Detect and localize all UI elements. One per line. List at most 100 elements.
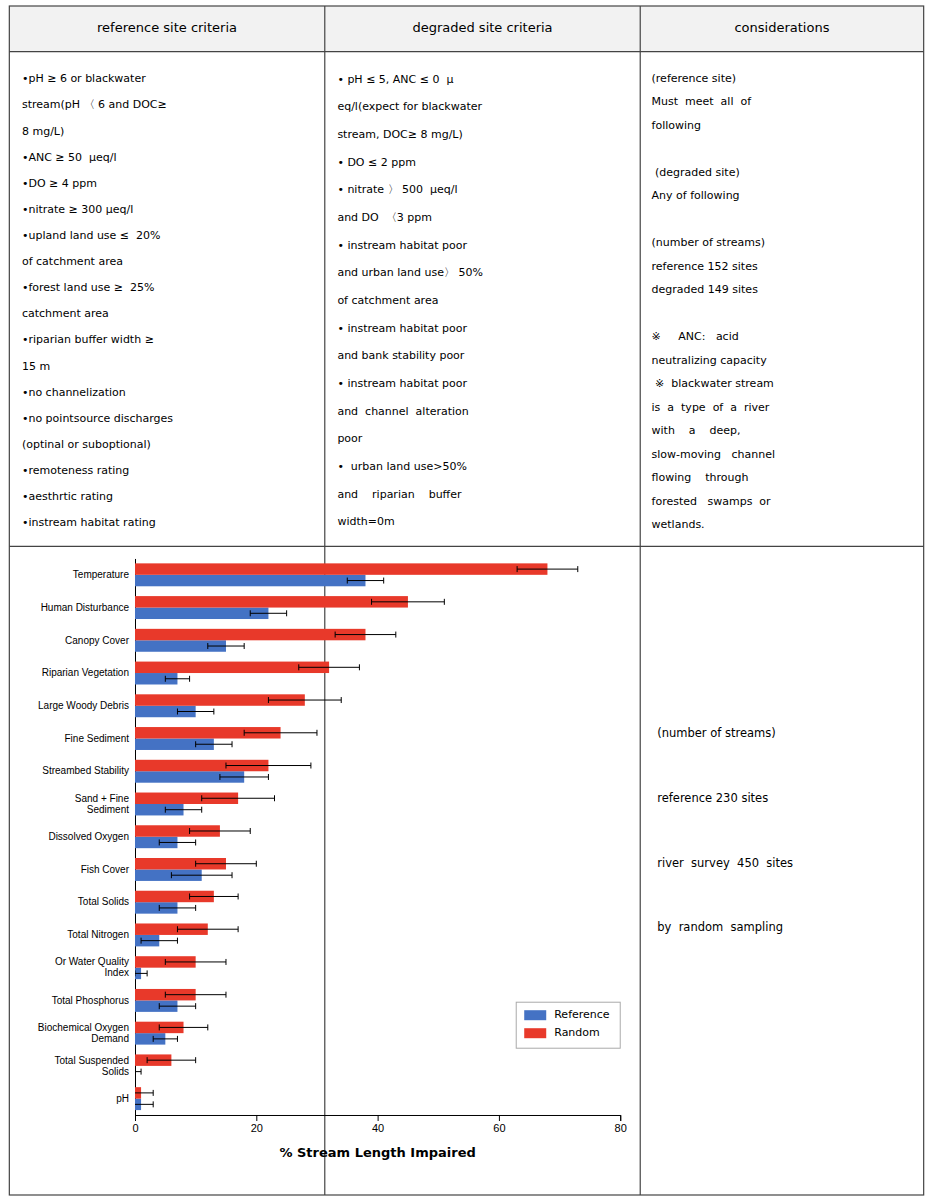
y-tick: Fine Sediment: [65, 733, 135, 744]
legend-item: Random: [524, 1026, 600, 1039]
error-bar: [190, 828, 251, 834]
x-tick: 60: [493, 1115, 505, 1134]
note-line: reference 230 sites: [657, 791, 768, 805]
x-tick-label: 40: [372, 1122, 384, 1134]
table-line: ※ blackwater stream: [652, 377, 774, 390]
legend-label: Reference: [554, 1008, 610, 1021]
header-label: degraded site criteria: [412, 20, 552, 35]
y-tick-label: Temperature: [73, 569, 130, 580]
note-line: river survey 450 sites: [657, 856, 793, 870]
error-bar: [177, 926, 238, 932]
x-axis: 020406080: [132, 1115, 626, 1134]
y-tick: pH: [116, 1093, 135, 1104]
y-tick-label: Riparian Vegetation: [42, 667, 129, 678]
y-tick: Biochemical OxygenDemand: [38, 1022, 135, 1044]
x-tick-label: 0: [132, 1122, 138, 1134]
y-tick-label: Canopy Cover: [65, 634, 130, 645]
table-line: •upland land use ≤ 20%: [22, 229, 161, 242]
error-bars: [135, 578, 384, 1108]
error-bar: [202, 795, 275, 801]
table-line: • pH ≤ 5, ANC ≤ 0 μ: [337, 73, 453, 86]
legend-swatch: [524, 1010, 546, 1020]
error-bar: [135, 970, 147, 976]
error-bar: [159, 839, 195, 845]
table-line: with a deep,: [652, 424, 741, 437]
table-line: •riparian buffer width ≥: [22, 333, 154, 346]
y-tick-label: Total Phosphorus: [52, 995, 129, 1006]
y-tick-label: Total Nitrogen: [67, 929, 129, 940]
table-line: reference 152 sites: [652, 260, 758, 273]
y-tick: Canopy Cover: [65, 634, 135, 645]
header-background: [9, 6, 923, 52]
table-line: •nitrate ≥ 300 μeq/l: [22, 203, 133, 216]
x-tick-mark: [256, 1115, 257, 1121]
legend: Reference Random: [516, 1002, 620, 1048]
table-line: • instream habitat poor: [337, 239, 467, 252]
error-bars: [135, 566, 578, 1096]
table-line: •pH ≥ 6 or blackwater: [22, 72, 146, 85]
figure: reference site criteriadegraded site cri…: [0, 0, 933, 1201]
error-bar: [196, 741, 232, 747]
table-line: • DO ≤ 2 ppm: [337, 156, 416, 169]
table-line: (number of streams): [652, 236, 765, 249]
error-bar: [153, 1036, 177, 1042]
y-tick-label: Streambed Stability: [42, 765, 129, 776]
table-line: and bank stability poor: [337, 349, 464, 362]
table-line: • instream habitat poor: [337, 322, 467, 335]
table-line: • instream habitat poor: [337, 377, 467, 390]
table-line: ※ ANC: acid: [652, 330, 739, 343]
legend-box: [516, 1002, 620, 1048]
table-line: Must meet all of: [652, 95, 753, 108]
error-bar: [299, 664, 360, 670]
error-bar: [141, 938, 177, 944]
error-bar: [135, 1090, 153, 1096]
error-bar: [196, 861, 257, 867]
table-line: 15 m: [22, 360, 50, 373]
error-bar: [165, 992, 226, 998]
y-tick: Large Woody Debris: [38, 700, 135, 711]
x-tick-mark: [135, 1115, 136, 1121]
error-bar: [159, 1003, 195, 1009]
table-line: stream(pH 〈 6 and DOC≥: [22, 98, 167, 111]
table-line: catchment area: [22, 307, 109, 320]
table-border: [9, 6, 923, 1195]
legend-swatch: [524, 1028, 546, 1038]
y-tick: Temperature: [73, 569, 135, 580]
table-line: •no pointsource discharges: [22, 412, 173, 425]
error-bar: [135, 1069, 141, 1075]
error-bar: [165, 959, 226, 965]
table: reference site criteriadegraded site cri…: [9, 6, 923, 1195]
x-tick: 20: [251, 1115, 263, 1134]
table-line: poor: [337, 432, 362, 445]
y-tick: Riparian Vegetation: [42, 667, 135, 678]
table-line: (reference site): [652, 72, 736, 85]
error-bar: [165, 807, 201, 813]
error-bar: [135, 1101, 153, 1107]
table-line: forested swamps or: [652, 495, 772, 508]
table-line: Any of following: [652, 189, 740, 202]
note-line: (number of streams): [657, 726, 776, 740]
table-line: width=0m: [337, 515, 394, 528]
x-tick: 0: [132, 1115, 138, 1134]
table-line: degraded 149 sites: [652, 283, 759, 296]
series: [135, 575, 365, 1110]
y-tick: Total Phosphorus: [52, 995, 135, 1006]
table-rule: [640, 6, 641, 1195]
y-tick-label: Dissolved Oxygen: [48, 831, 129, 842]
table-line: •no channelization: [22, 386, 126, 399]
table-line: •instream habitat rating: [22, 516, 156, 529]
error-bar: [208, 643, 244, 649]
error-bar: [372, 599, 445, 605]
table-line: of catchment area: [337, 294, 438, 307]
table-line: •DO ≥ 4 ppm: [22, 177, 97, 190]
y-tick-label: pH: [116, 1093, 129, 1104]
bar: [135, 575, 365, 586]
y-axis: TemperatureHuman DisturbanceCanopy Cover…: [38, 559, 136, 1116]
y-tick: Or Water QualityIndex: [55, 956, 135, 978]
x-tick-mark: [499, 1115, 500, 1121]
legend-item: Reference: [524, 1008, 610, 1021]
y-tick-label: Large Woody Debris: [38, 700, 129, 711]
table-line: following: [652, 119, 701, 132]
table-line: •aesthrtic rating: [22, 490, 113, 503]
table-line: and channel alteration: [337, 405, 468, 418]
